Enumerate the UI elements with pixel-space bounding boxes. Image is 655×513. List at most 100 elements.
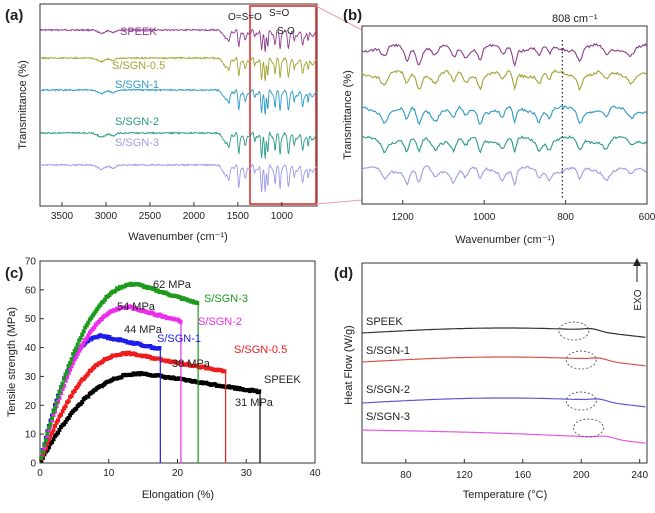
spectrum-line	[39, 131, 318, 159]
spectrum-zoom-line	[361, 69, 647, 92]
spectrum-line	[39, 163, 318, 193]
panel-b-letter: (b)	[343, 7, 362, 24]
spectrum-zoom-line	[361, 134, 648, 154]
panel-c: (c) 0 10 20 30 40 0 10 20 30 40 50 60 70 SPEEK 31 MPa…	[5, 257, 321, 502]
series-label: SPEEK	[264, 374, 301, 386]
data-point	[77, 382, 82, 386]
data-point	[84, 323, 89, 328]
data-point	[71, 360, 76, 365]
data-point	[51, 428, 56, 433]
data-point	[80, 332, 85, 337]
data-point	[51, 437, 56, 442]
x-tick-label: 240	[631, 470, 648, 481]
heat-flow-curve	[361, 429, 646, 444]
data-point	[81, 341, 86, 345]
panel-c-labels: SPEEK 31 MPa S/SGN-0.5 38 MPa S/SGN-144 MPa S…	[117, 279, 301, 409]
panel-d-frame	[361, 262, 648, 464]
data-point	[69, 364, 74, 369]
data-point	[74, 346, 79, 351]
data-point	[45, 434, 50, 439]
data-point	[57, 427, 62, 432]
max-strength-label: 54 MPa	[117, 301, 156, 313]
data-point	[66, 416, 71, 420]
x-tick-label: 80	[400, 470, 412, 481]
data-point	[53, 424, 57, 429]
data-point	[95, 307, 100, 311]
x-tick-label: 160	[514, 470, 531, 481]
annotation-so: S=O	[269, 8, 290, 19]
spectrum-line	[39, 28, 318, 53]
data-point	[102, 297, 107, 302]
zoom-connector-top	[315, 5, 363, 31]
data-point	[77, 348, 82, 353]
x-tick-label: 10	[103, 468, 115, 479]
x-tick-label: 800	[557, 212, 574, 223]
data-point	[72, 388, 77, 393]
panel-d-ylabel: Heat Flow (W/g)	[343, 325, 355, 404]
data-point	[40, 450, 45, 455]
series-label: S/SGN-2	[198, 316, 242, 328]
data-point	[54, 401, 59, 405]
heat-flow-curve	[361, 327, 646, 338]
series-label: S/SGN-0.5	[112, 60, 165, 72]
data-point	[78, 336, 83, 341]
x-tick-label: 600	[639, 212, 655, 223]
data-point	[83, 325, 88, 330]
data-point	[257, 389, 262, 394]
data-point	[71, 352, 76, 357]
panel-c-stress-strain	[39, 281, 262, 463]
panel-a-highlight-box	[249, 5, 317, 205]
x-tick-label: 1500	[227, 211, 250, 222]
x-tick-label: 200	[573, 470, 590, 481]
panel-a-series-labels: SPEEK S/SGN-0.5 S/SGN-1 S/SGN-2 S/SGN-3	[112, 26, 165, 149]
x-tick-label: 3000	[95, 211, 118, 222]
data-point	[42, 443, 47, 447]
data-point	[157, 346, 162, 350]
data-point	[84, 336, 89, 341]
data-point	[66, 364, 71, 368]
series-label: S/SGN-3	[366, 411, 410, 423]
x-tick-label: 40	[309, 468, 321, 479]
data-point	[113, 288, 118, 293]
data-point	[45, 431, 50, 436]
data-point	[74, 354, 79, 359]
series-label: S/SGN-3	[204, 293, 248, 305]
data-point	[62, 422, 67, 426]
data-point	[75, 384, 80, 389]
data-point	[66, 399, 71, 404]
data-point	[98, 302, 103, 307]
data-point	[75, 342, 80, 347]
panel-a-letter: (a)	[5, 7, 23, 24]
panel-b-ylabel: Transmittance (%)	[342, 70, 354, 159]
series-label: S/SGN-0.5	[234, 344, 287, 356]
x-tick-label: 2000	[183, 211, 206, 222]
data-point	[60, 409, 65, 414]
data-point	[54, 420, 59, 425]
data-point	[62, 383, 67, 388]
data-point	[65, 369, 70, 374]
transition-marker	[573, 418, 604, 438]
data-point	[195, 301, 200, 305]
x-tick-label: 30	[241, 468, 253, 479]
data-point	[51, 413, 56, 418]
y-tick-label: 60	[25, 285, 37, 296]
spectrum-line	[39, 56, 318, 82]
data-point	[89, 315, 94, 320]
data-point	[63, 419, 68, 424]
panel-c-ticks: 0 10 20 30 40 0 10 20 30 40 50 60 70	[25, 257, 321, 480]
data-point	[59, 412, 63, 417]
data-point	[86, 371, 91, 376]
data-point	[60, 381, 65, 386]
data-point	[69, 393, 74, 398]
panel-b-x-ticks: 1200 1000 800 600	[392, 200, 655, 223]
data-point	[51, 409, 56, 414]
data-point	[56, 418, 60, 423]
data-point	[56, 430, 60, 435]
max-strength-label: 62 MPa	[153, 279, 192, 291]
y-tick-label: 70	[25, 257, 37, 268]
series-label: S/SGN-1	[366, 345, 410, 357]
annotation-oso: O=S=O	[228, 12, 262, 23]
data-point	[86, 333, 91, 338]
data-point	[48, 421, 53, 426]
